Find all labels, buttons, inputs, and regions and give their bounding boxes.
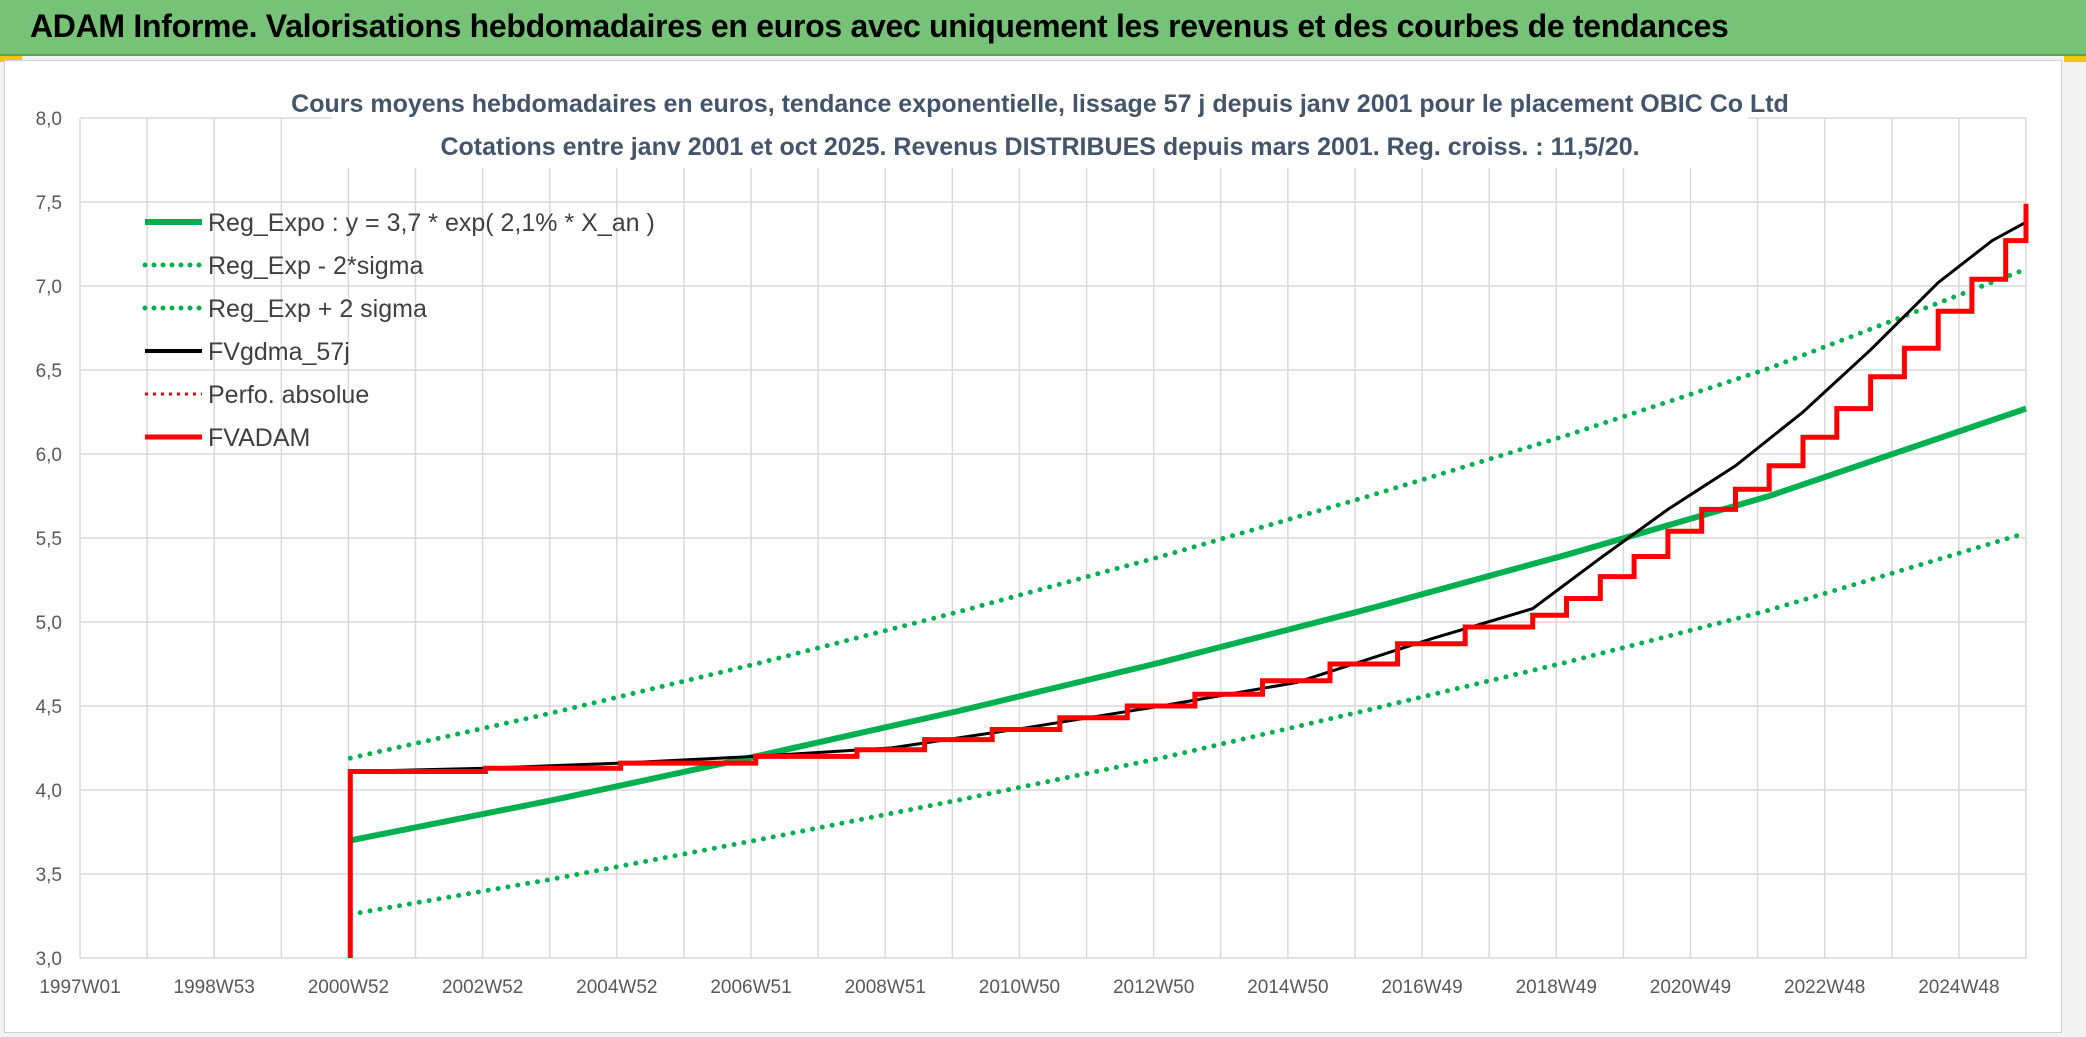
chart-frame: [4, 60, 2062, 1033]
y-tick-label: 7,0: [36, 277, 62, 298]
y-tick-label: 8,0: [36, 109, 62, 130]
reg-exp-plus-2sigma-line: [347, 266, 2029, 761]
x-tick-label: 2010W50: [979, 977, 1060, 998]
fvgdma-57j-line: [350, 220, 2027, 773]
y-tick-label: 6,5: [36, 361, 62, 382]
x-tick-label: 2018W49: [1516, 977, 1597, 998]
page-title: ADAM Informe. Valorisations hebdomadaire…: [30, 8, 1729, 44]
legend-label: Perfo. absolue: [208, 381, 369, 409]
x-tick-label: 1998W53: [174, 977, 255, 998]
x-tick-label: 1997W01: [39, 977, 120, 998]
legend-label: Reg_Expo : y = 3,7 * exp( 2,1% * X_an ): [208, 209, 655, 237]
x-tick-label: 2008W51: [845, 977, 926, 998]
fvadam-line: [347, 203, 2029, 958]
corner-mark-right: [2064, 56, 2086, 62]
reg-exp-minus-2sigma-line: [347, 530, 2029, 917]
chart-subtitle: Cotations entre janv 2001 et oct 2025. R…: [440, 133, 1639, 161]
legend-label: FVgdma_57j: [208, 338, 350, 366]
x-tick-label: 2006W51: [710, 977, 791, 998]
x-tick-label: 2022W48: [1784, 977, 1865, 998]
legend-label: FVADAM: [208, 424, 310, 452]
y-tick-label: 6,0: [36, 445, 62, 466]
y-tick-label: 4,5: [36, 697, 62, 718]
y-tick-label: 7,5: [36, 193, 62, 214]
header-banner: ADAM Informe. Valorisations hebdomadaire…: [0, 0, 2086, 56]
legend-label: Reg_Exp - 2*sigma: [208, 252, 423, 280]
legend-label: Reg_Exp + 2 sigma: [208, 295, 427, 323]
chart-title: Cours moyens hebdomadaires en euros, ten…: [291, 90, 1789, 118]
y-tick-label: 5,5: [36, 529, 62, 550]
x-tick-label: 2016W49: [1381, 977, 1462, 998]
y-tick-label: 3,5: [36, 865, 62, 886]
reg-expo-line: [349, 405, 2027, 844]
x-tick-label: 2012W50: [1113, 977, 1194, 998]
x-tick-label: 2000W52: [308, 977, 389, 998]
x-tick-label: 2024W48: [1918, 977, 1999, 998]
x-tick-label: 2004W52: [576, 977, 657, 998]
x-tick-label: 2020W49: [1650, 977, 1731, 998]
x-tick-label: 2002W52: [442, 977, 523, 998]
y-tick-label: 3,0: [36, 949, 62, 970]
y-tick-label: 4,0: [36, 781, 62, 802]
x-tick-label: 2014W50: [1247, 977, 1328, 998]
corner-mark-left: [0, 56, 22, 62]
y-tick-label: 5,0: [36, 613, 62, 634]
